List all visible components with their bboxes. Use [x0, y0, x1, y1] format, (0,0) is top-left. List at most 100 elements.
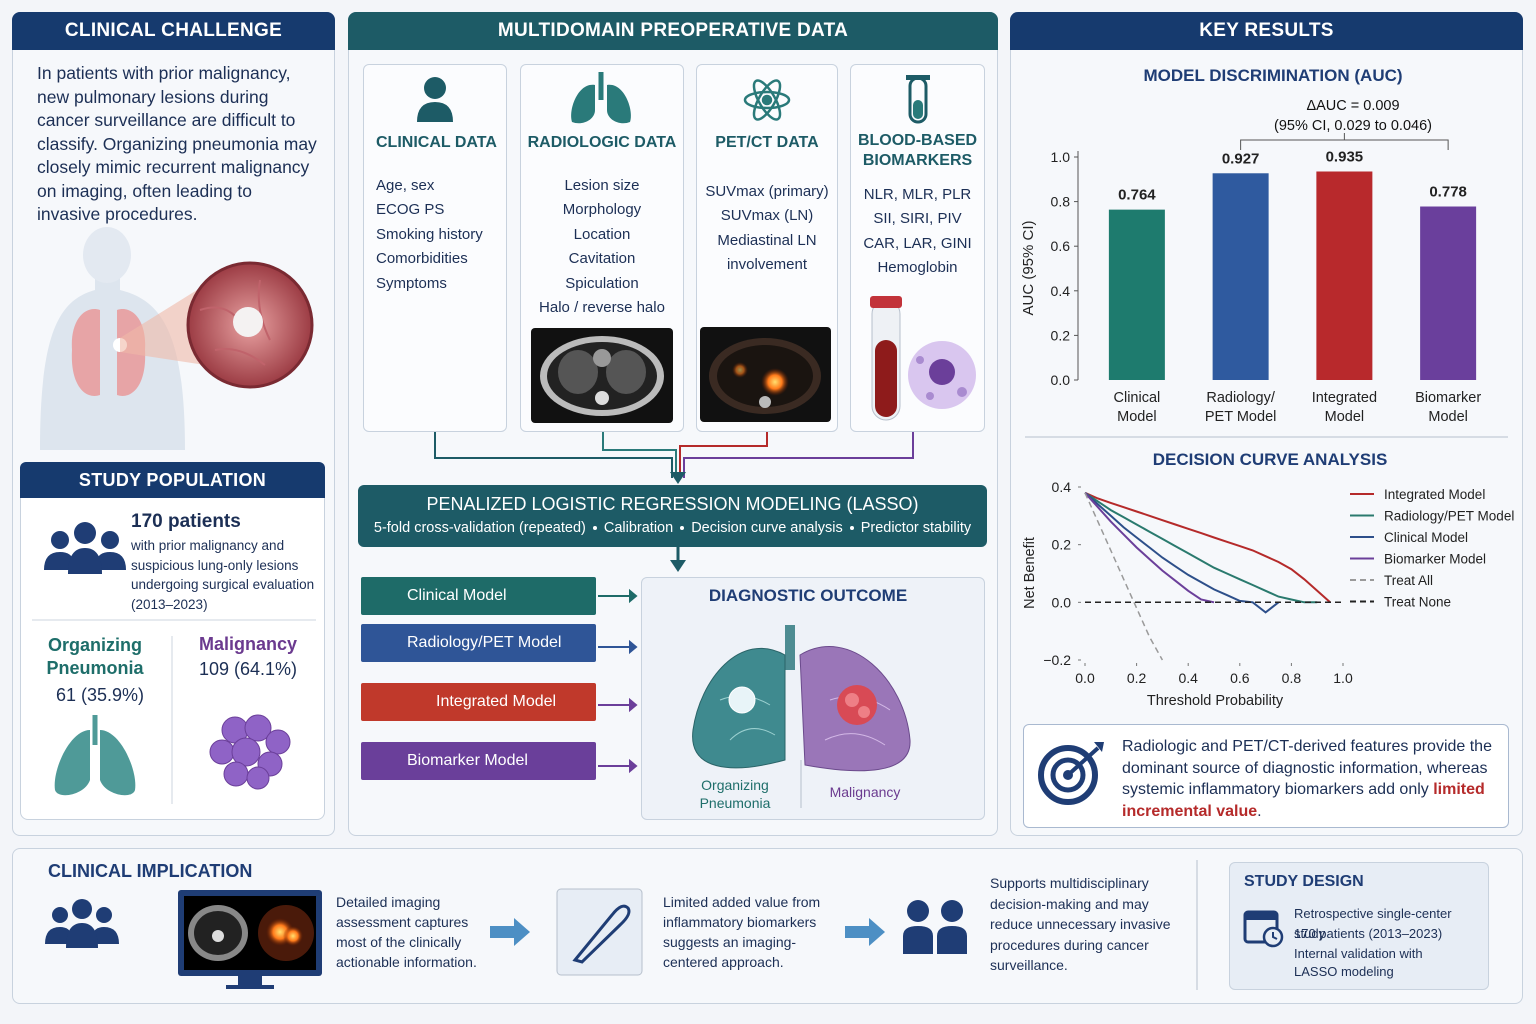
- domain-item: Location: [573, 225, 631, 243]
- outcome-lungs: [692, 625, 911, 772]
- domain-items: NLR, MLR, PLR SII, SIRI, PIV CAR, LAR, GIN…: [858, 183, 977, 281]
- series-line: [1084, 492, 1215, 604]
- legend-label: Radiology/PET Model: [1384, 509, 1514, 524]
- monitor-part: [283, 926, 303, 946]
- domain-item: Comorbidities: [376, 250, 468, 268]
- y-axis-label: AUC (95% CI): [1020, 220, 1037, 315]
- domain-item: CAR, LAR, GINI: [863, 234, 972, 252]
- bullet: [592, 526, 597, 531]
- atom-icon-part: [743, 90, 791, 110]
- blood-cell-part: [926, 392, 934, 400]
- people-icon-part: [72, 899, 92, 919]
- cell-cluster-part: [244, 714, 272, 742]
- summary-text: Radiologic and PET/CT-derived features p…: [1122, 736, 1494, 822]
- cell-cluster-part: [231, 737, 261, 767]
- group-stat: 61 (35.9%): [55, 685, 145, 705]
- x-tick-label: Radiology/: [1206, 390, 1275, 406]
- people-icon-part: [44, 552, 74, 570]
- bar: [1212, 173, 1269, 380]
- summary-box: [1023, 724, 1509, 828]
- model-arrows-part: [629, 697, 638, 713]
- outcome-lungs-part: [858, 706, 870, 718]
- series-line: [1084, 491, 1318, 604]
- x-tick-label: 0.4: [1178, 670, 1198, 686]
- modeling-steps: 5-fold cross-validation (repeated) Calibr…: [358, 520, 987, 536]
- blood-cell: [908, 341, 976, 409]
- x-tick-label: 0.0: [1075, 670, 1095, 686]
- x-tick-label: 1.0: [1333, 670, 1353, 686]
- people-icon-part: [66, 923, 98, 948]
- model-arrows-part: [629, 758, 638, 774]
- x-tick-label: Biomarker: [1415, 390, 1481, 406]
- modeling-step: Calibration: [603, 520, 674, 536]
- blood-cell-part: [916, 356, 924, 364]
- model-button: Radiology/PET Model: [361, 624, 596, 662]
- blood-tube-part: [870, 296, 902, 308]
- x-tick-label: Integrated: [1312, 390, 1377, 406]
- blood-cell-part: [929, 359, 955, 385]
- model-arrows: [598, 588, 638, 774]
- y-tick-label: 0.4: [1052, 479, 1072, 495]
- modeling-title: PENALIZED LOGISTIC REGRESSION MODELING (…: [426, 494, 919, 514]
- tube-icon: [906, 75, 930, 124]
- lung-icon-part: [100, 730, 136, 796]
- series-line: [1084, 492, 1280, 614]
- domain-item: ECOG PS: [376, 201, 445, 219]
- pet-image-part: [759, 396, 771, 408]
- lungs-icon: [571, 72, 631, 124]
- person-icon-part: [417, 102, 453, 122]
- domain-item: Age, sex: [376, 177, 435, 194]
- y-tick-label: −0.2: [1043, 652, 1071, 668]
- people-icon: [44, 522, 126, 574]
- legend-label: Integrated Model: [1384, 487, 1485, 502]
- pet-image: [700, 327, 831, 422]
- chart-title: DECISION CURVE ANALYSIS: [1153, 450, 1388, 469]
- arrow: [845, 918, 885, 946]
- blood-tube-part: [875, 340, 897, 417]
- torso-illustration: [40, 227, 314, 450]
- study-design-title: STUDY DESIGN: [1244, 873, 1364, 890]
- x-tick-label: 0.8: [1282, 670, 1302, 686]
- target-icon-part: [1050, 757, 1086, 793]
- value-label: 0.935: [1326, 148, 1364, 165]
- x-tick-label: Clinical: [1114, 390, 1161, 406]
- torso-illustration-part: [71, 309, 100, 396]
- cell-cluster-part: [265, 729, 291, 755]
- legend-label: Clinical Model: [1384, 530, 1468, 545]
- torso-illustration-part: [83, 227, 131, 283]
- y-tick-label: 0.8: [1051, 194, 1071, 210]
- group-stat: 109 (64.1%): [198, 659, 298, 679]
- right-panel: [1010, 12, 1523, 836]
- team-icon-part: [937, 926, 967, 954]
- scalpel-icon-part: [572, 904, 631, 964]
- person-icon-part: [424, 77, 446, 99]
- domain-item: Smoking history: [376, 225, 483, 243]
- annotation: (95% CI, 0.029 to 0.046): [1274, 118, 1432, 134]
- ct-image-part: [606, 350, 646, 394]
- people-icon-part: [68, 548, 102, 574]
- domain-title: BLOOD-BASED BIOMARKERS: [857, 132, 978, 169]
- panel-header: KEY RESULTS: [1010, 12, 1523, 50]
- pet-image-part: [761, 368, 789, 396]
- x-tick-label: 0.6: [1230, 670, 1250, 686]
- y-tick-label: 0.0: [1051, 372, 1071, 388]
- torso-illustration-part: [233, 307, 263, 337]
- y-tick-label: 0.2: [1052, 537, 1072, 553]
- outcome-label: Organizing Pneumonia: [699, 777, 771, 811]
- pet-image-part: [732, 362, 748, 378]
- ct-image-part: [593, 349, 611, 367]
- arrow-part: [514, 918, 530, 946]
- outcome-title: DIAGNOSTIC OUTCOME: [708, 586, 908, 605]
- model-button: Clinical Model: [361, 577, 596, 615]
- connectors: [434, 432, 914, 478]
- series-line: [1084, 492, 1164, 661]
- domain-item: Hemoglobin: [877, 259, 958, 277]
- blood-cell-part: [957, 387, 967, 397]
- panel-header: CLINICAL CHALLENGE: [12, 12, 335, 50]
- tube-icon-part: [906, 75, 930, 80]
- x-tick-label: Model: [1428, 409, 1468, 425]
- modeling-step: Decision curve analysis: [691, 520, 843, 536]
- people-icon-part: [96, 907, 112, 923]
